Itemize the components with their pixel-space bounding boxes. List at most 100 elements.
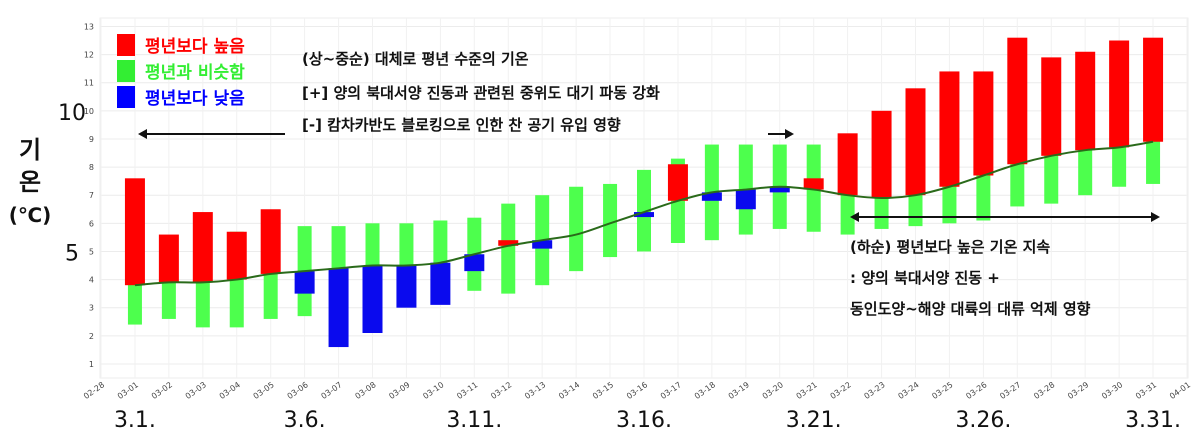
x-tick-label: 03-11 — [455, 380, 479, 401]
y-tick-label: 9 — [89, 135, 94, 144]
x-tick-label: 03-19 — [727, 380, 751, 401]
x-tick-label: 03-01 — [116, 380, 140, 401]
x-tick-label: 04-01 — [1168, 380, 1192, 401]
observed-bar-03-26 — [973, 71, 994, 176]
x-tick-label: 03-20 — [761, 380, 785, 401]
observed-bar-03-01 — [124, 178, 145, 286]
x-tick-label: 03-15 — [591, 380, 615, 401]
period-arrowhead-lower-right — [1151, 212, 1160, 222]
x-tick-label: 03-27 — [998, 380, 1022, 401]
legend-label: 평년보다 낮음 — [145, 89, 245, 109]
observed-bar-03-03 — [192, 212, 213, 283]
observed-bar-03-22 — [837, 133, 858, 196]
y-tick-label: 3 — [89, 304, 94, 313]
x-major-label: 3.16. — [616, 408, 672, 433]
grid — [99, 17, 1189, 379]
x-major-label: 3.21. — [786, 408, 842, 433]
x-major-label: 3.6. — [284, 408, 326, 433]
x-tick-label: 03-25 — [930, 380, 954, 401]
x-tick-label: 03-12 — [489, 380, 513, 401]
x-tick-label: 03-03 — [184, 380, 208, 401]
x-tick-label: 03-31 — [1134, 380, 1158, 401]
x-tick-label: 03-06 — [286, 380, 310, 401]
x-tick-label: 03-17 — [659, 380, 683, 401]
similar-range-bar-03-14 — [569, 186, 584, 272]
observed-bar-03-09 — [396, 265, 417, 308]
x-tick-label: 03-10 — [421, 380, 445, 401]
x-tick-label: 03-08 — [353, 380, 377, 401]
x-tick-label: 03-26 — [964, 380, 988, 401]
observed-bar-03-28 — [1041, 57, 1062, 156]
observed-bar-03-04 — [226, 231, 247, 280]
y-tick-label: 8 — [89, 163, 94, 172]
period-arrowhead-left — [138, 129, 147, 139]
y-tick-label: 11 — [84, 79, 94, 88]
x-tick-label: 03-24 — [896, 380, 920, 401]
period-arrowhead-right — [785, 129, 794, 139]
legend-swatch — [117, 60, 135, 82]
observed-bar-03-11 — [464, 254, 485, 272]
x-tick-label: 03-02 — [150, 380, 174, 401]
y-tick-label: 10 — [84, 107, 94, 116]
observed-bar-03-23 — [871, 110, 892, 198]
annotation-upper-2: [+] 양의 북대서양 진동과 관련된 중위도 대기 파동 강화 — [302, 84, 660, 102]
x-tick-label: 03-22 — [829, 380, 853, 401]
x-tick-label: 03-05 — [252, 380, 276, 401]
annotation-upper-1: (상~중순) 대체로 평년 수준의 기온 — [302, 50, 529, 68]
similar-range-bar-03-16 — [637, 169, 651, 252]
y-tick-label: 4 — [89, 276, 94, 285]
normal-temperature-line — [134, 140, 1154, 287]
annotation-lower-2: : 양의 북대서양 진동 + — [850, 269, 1000, 287]
similar-range-bar-03-12 — [501, 203, 516, 294]
y-axis-title-2: 온 — [19, 168, 41, 196]
observed-bar-03-30 — [1109, 40, 1130, 148]
x-tick-label: 03-28 — [1032, 380, 1056, 401]
observed-bar-03-31 — [1143, 37, 1164, 142]
x-tick-label: 03-30 — [1100, 380, 1124, 401]
observed-bar-03-25 — [939, 71, 960, 187]
y-tick-label: 12 — [84, 51, 94, 60]
legend-swatch — [117, 34, 135, 56]
x-tick-label: 03-21 — [795, 380, 819, 401]
x-major-label: 3.11. — [446, 408, 502, 433]
y-axis-title-3: (℃) — [9, 203, 52, 227]
observed-bar-03-27 — [1007, 37, 1028, 165]
x-tick-label: 03-16 — [625, 380, 649, 401]
y-tick-label: 7 — [89, 191, 94, 200]
y-tick-label: 6 — [89, 219, 94, 228]
annotation-lower-1: (하순) 평년보다 높은 기온 지속 — [850, 238, 1050, 256]
y-major-label: 10 — [58, 101, 86, 126]
annotations: (상~중순) 대체로 평년 수준의 기온 [+] 양의 북대서양 진동과 관련된 … — [138, 50, 1160, 318]
x-tick-label: 02-28 — [82, 380, 106, 401]
x-tick-label: 03-09 — [387, 380, 411, 401]
similar-range-bar-03-15 — [603, 183, 618, 258]
x-major-label: 3.31. — [1125, 408, 1181, 433]
observed-bar-03-18 — [701, 192, 722, 201]
observed-bar-03-13 — [532, 240, 553, 249]
y-axis-title-1: 기 — [19, 136, 41, 164]
y-tick-label: 5 — [89, 247, 94, 256]
y-tick-label: 13 — [84, 22, 94, 31]
observed-bar-03-08 — [362, 265, 383, 333]
observed-bar-03-10 — [430, 262, 451, 305]
observed-bar-03-05 — [260, 209, 281, 274]
x-tick-label: 03-23 — [863, 380, 887, 401]
x-tick-label: 03-29 — [1066, 380, 1090, 401]
observed-bar-03-02 — [158, 234, 179, 283]
x-tick-label: 03-07 — [320, 380, 344, 401]
x-major-label: 3.26. — [955, 408, 1011, 433]
observed-bar-03-12 — [498, 240, 519, 246]
observed-bar-03-16 — [634, 212, 654, 218]
x-tick-label: 03-13 — [523, 380, 547, 401]
observed-bar-03-24 — [905, 88, 926, 196]
x-tick-label: 03-14 — [557, 380, 581, 401]
observed-bars — [124, 37, 1164, 348]
x-tick-label: 03-18 — [693, 380, 717, 401]
y-major-label: 5 — [65, 241, 79, 266]
legend-label: 평년보다 높음 — [145, 37, 245, 57]
period-arrowhead-lower-left — [850, 212, 859, 222]
observed-bar-03-29 — [1075, 51, 1096, 151]
observed-bar-03-06 — [294, 271, 315, 294]
